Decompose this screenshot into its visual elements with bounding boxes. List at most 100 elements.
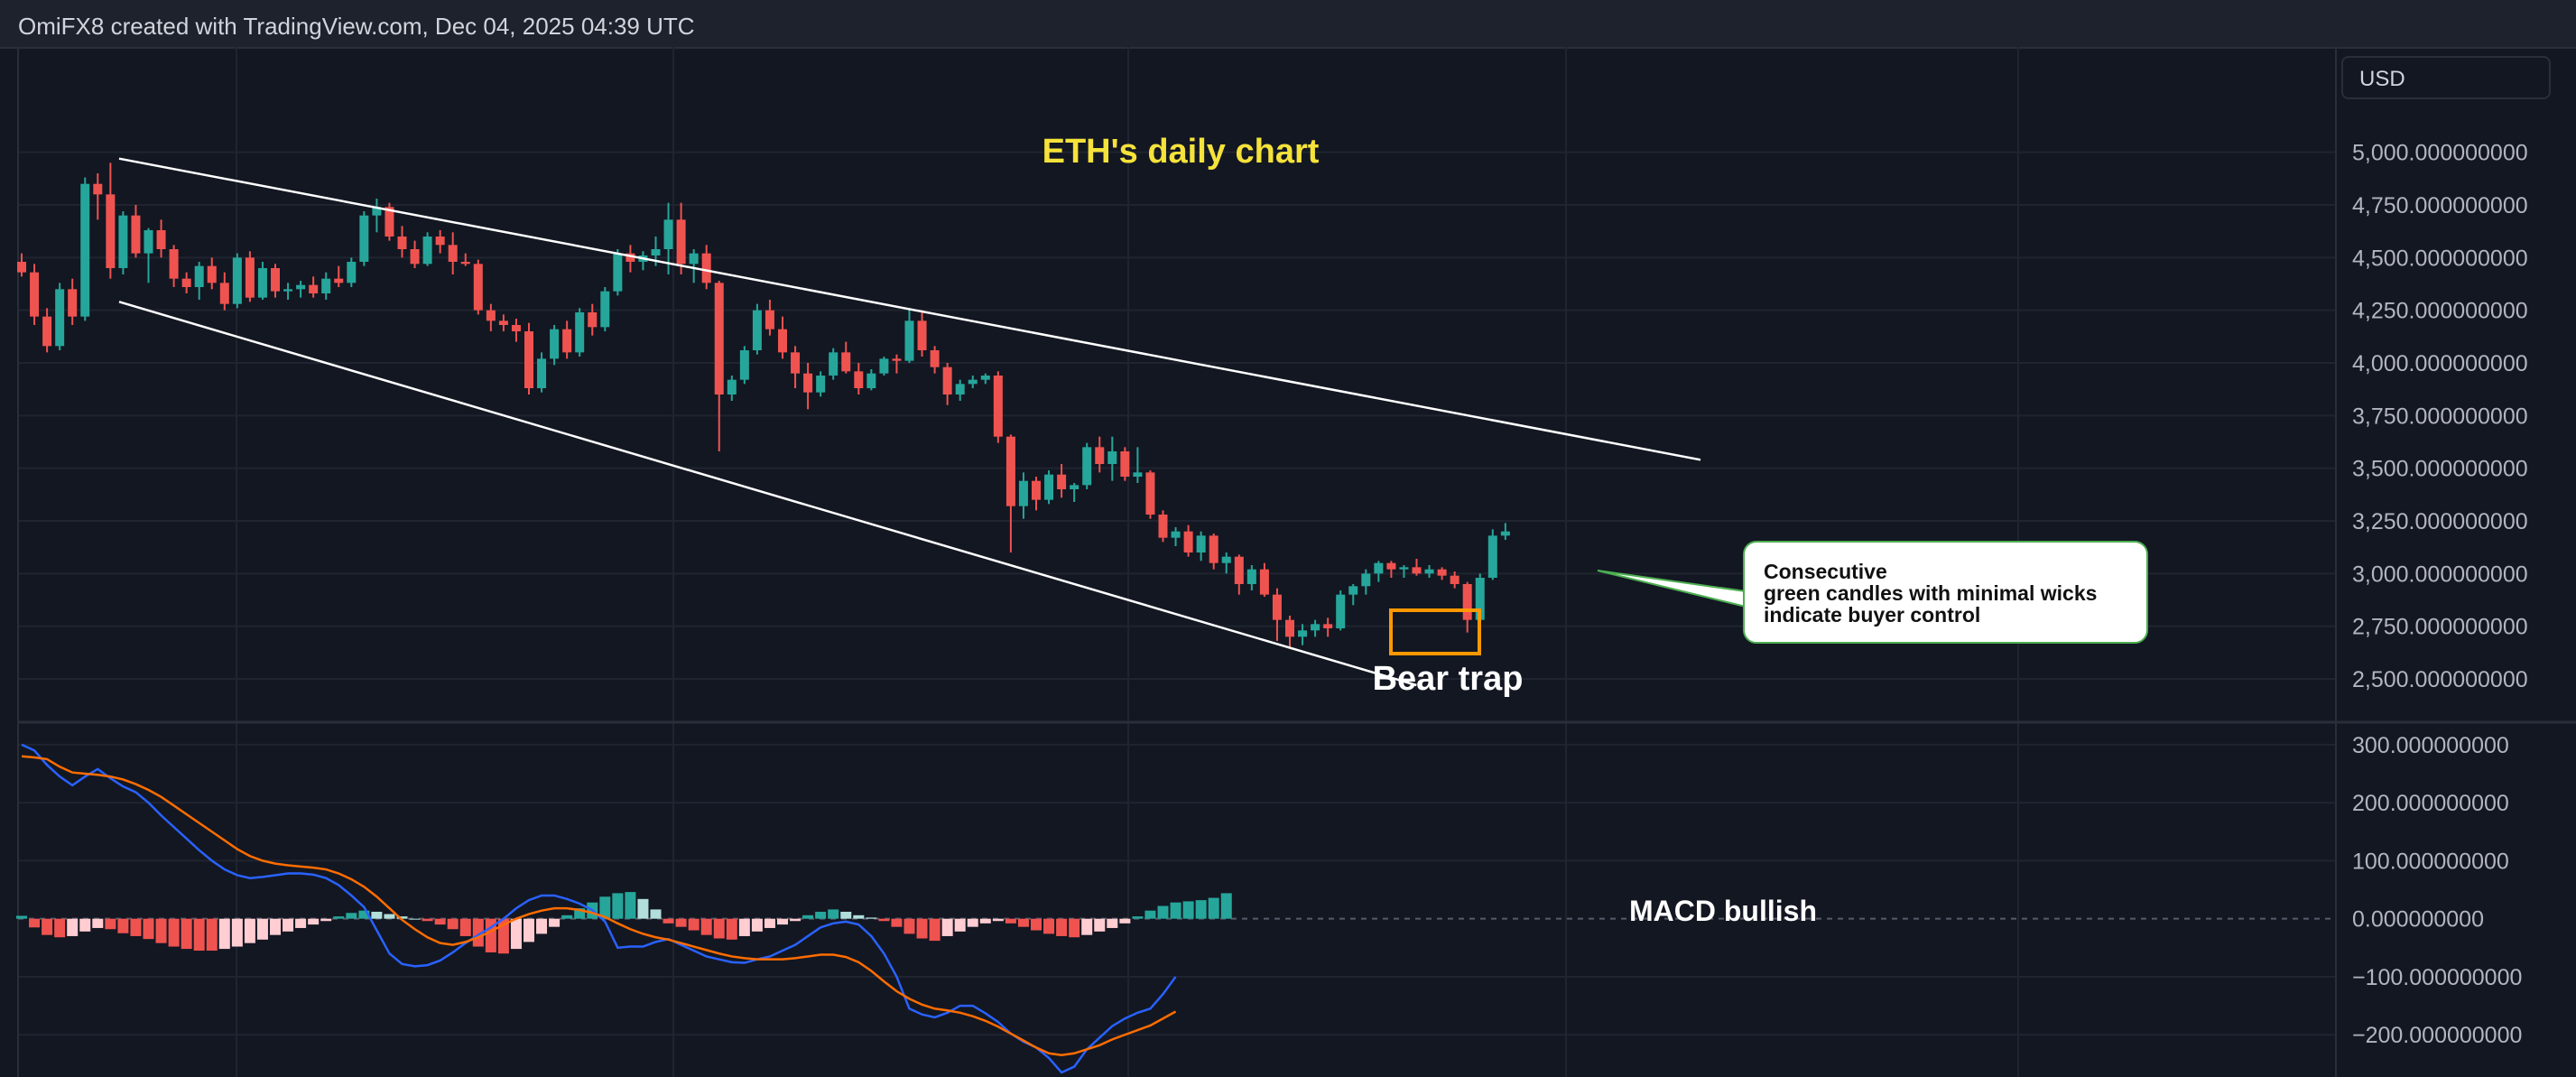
candle-body (1196, 535, 1206, 552)
histogram-bar (764, 918, 775, 928)
candle-body (701, 253, 711, 283)
candle-body (1298, 630, 1308, 637)
candle-body (1336, 594, 1346, 628)
bear-trap-label: Bear trap (1373, 660, 1524, 698)
candle-body (829, 352, 839, 376)
histogram-bar (1170, 902, 1181, 919)
histogram-bar (878, 918, 890, 922)
histogram-bar (459, 918, 471, 936)
candle-body (1399, 567, 1409, 570)
candle-body (1070, 485, 1080, 489)
candle-body (791, 352, 801, 374)
candle-body (17, 262, 26, 273)
histogram-bar (751, 918, 763, 932)
candle-body (1246, 569, 1256, 584)
histogram-bar (384, 914, 395, 919)
candle-body (42, 316, 52, 347)
trendlines (118, 157, 1701, 687)
macd-tick-label: −100.000000000 (2352, 965, 2522, 990)
candle-body (588, 312, 598, 328)
currency-selector[interactable]: USD (2341, 56, 2551, 99)
price-tick-label: 5,000.000000000 (2352, 141, 2528, 166)
histogram-bar (1043, 918, 1055, 934)
histogram-bar (625, 892, 636, 919)
histogram-bar (244, 918, 255, 943)
candle-body (1462, 584, 1472, 620)
candle-body (1221, 556, 1231, 563)
histogram-bar (612, 893, 624, 919)
histogram-bar (231, 918, 243, 947)
price-tick-label: 3,750.000000000 (2352, 404, 2528, 429)
candle-body (524, 331, 533, 388)
trendline (118, 157, 1701, 461)
candle-body (1386, 562, 1396, 570)
candle-body (131, 215, 141, 254)
histogram-bar (283, 918, 294, 932)
candle-body (245, 257, 255, 298)
histogram-bar (295, 918, 307, 928)
histogram-bar (1132, 916, 1144, 919)
histogram-bar (979, 918, 991, 924)
top-bar: OmiFX8 created with TradingView.com, Dec… (0, 0, 2576, 49)
signal-line (21, 755, 1177, 1056)
histogram-bar (738, 918, 750, 936)
candle-body (955, 384, 965, 395)
histogram-bar (815, 911, 827, 919)
candle-body (892, 358, 902, 361)
histogram-bar (1208, 897, 1219, 919)
histogram-bar (1094, 918, 1106, 932)
chart-canvas[interactable]: 5,000.000000000 4,750.000000000 4,500.0000… (0, 47, 2576, 1077)
candle-body (816, 376, 826, 393)
candle-body (663, 219, 673, 249)
macd-bullish-label: MACD bullish (1629, 895, 1817, 927)
histogram-bar (1195, 900, 1207, 919)
candle-body (1272, 594, 1282, 620)
price-tick-label: 2,500.000000000 (2352, 667, 2528, 692)
histogram-bar (1081, 918, 1093, 935)
candle-body (1107, 451, 1117, 464)
histogram-bar (485, 918, 496, 952)
histogram-bar (117, 918, 129, 933)
candle-body (334, 278, 344, 283)
candle-body (1082, 447, 1092, 486)
candle-body (144, 230, 153, 254)
price-axis: 5,000.000000000 4,750.000000000 4,500.0000… (2352, 141, 2528, 692)
candle-body (879, 358, 889, 374)
histogram-bar (371, 911, 383, 919)
candle-body (764, 310, 774, 330)
histogram-bar (967, 918, 978, 927)
histogram-bar (726, 918, 737, 940)
histogram-bar (155, 918, 167, 943)
candle-body (676, 219, 686, 265)
histogram-bar (1144, 910, 1156, 919)
candle-body (942, 367, 952, 395)
histogram-bar (29, 918, 41, 928)
candle-body (739, 350, 749, 380)
histogram-bar (992, 918, 1004, 922)
candle-body (55, 289, 65, 347)
candle-body (410, 249, 420, 265)
candle-body (1158, 515, 1168, 538)
candle-body (1145, 472, 1155, 515)
bear-trap-box (1389, 608, 1481, 655)
macd-tick-label: 100.000000000 (2352, 849, 2509, 874)
candle-body (1234, 556, 1244, 584)
histogram-bar (1107, 918, 1118, 928)
histogram-bar (903, 918, 915, 934)
candle-body (600, 291, 610, 328)
candles (17, 162, 1510, 647)
candle-body (575, 312, 585, 353)
histogram-bar (802, 915, 814, 919)
trendline (118, 301, 1417, 687)
candle-body (1311, 624, 1320, 631)
histogram-bar (675, 918, 687, 927)
callout-pointer (1597, 570, 1747, 608)
histogram-bar (1017, 918, 1029, 927)
histogram-bar (92, 918, 104, 928)
histogram-bar (536, 918, 548, 934)
macd-tick-label: 0.000000000 (2352, 907, 2484, 933)
candle-body (689, 253, 699, 265)
histogram-bar (866, 917, 877, 919)
candle-body (537, 358, 547, 388)
histogram-bar (79, 918, 91, 932)
